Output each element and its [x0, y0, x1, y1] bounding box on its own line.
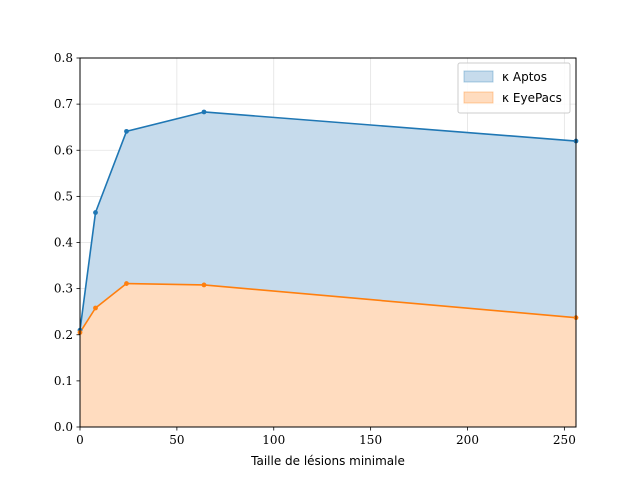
series-0-point: [201, 109, 207, 115]
y-tick-label: 0.1: [54, 374, 73, 388]
series-1-area: [80, 283, 576, 427]
y-tick-label: 0.7: [54, 97, 73, 111]
y-tick-label: 0.4: [54, 236, 73, 250]
y-tick-label: 0.6: [54, 143, 73, 157]
y-tick-label: 0.5: [54, 189, 73, 203]
x-tick-label: 0: [76, 433, 84, 447]
y-tick-label: 0.8: [54, 51, 73, 65]
y-tick-label: 0.0: [54, 420, 73, 434]
x-tick-label: 150: [359, 433, 382, 447]
series-0-point: [124, 128, 129, 134]
series-1-point: [93, 305, 98, 311]
area-fills: [80, 111, 576, 427]
legend: κ Aptos κ EyePacs: [457, 62, 571, 114]
x-tick-label: 250: [553, 433, 576, 447]
legend-swatch: [463, 91, 494, 104]
series-1-point: [124, 281, 129, 286]
x-axis-label: Taille de lésions minimale: [250, 454, 405, 468]
x-tick-label: 50: [169, 433, 184, 447]
legend-label: κ Aptos: [502, 70, 547, 84]
x-tick-label: 100: [262, 433, 285, 447]
series-1-point: [201, 282, 207, 288]
legend-swatch: [463, 70, 494, 83]
y-tick-label: 0.2: [54, 328, 73, 342]
x-tick-label: 200: [456, 433, 479, 447]
axis-ticks: 0 50 100 150 200 250 0.0 0.1 0.2 0.3 0.4 0.5 0.6 0.7 0…: [54, 51, 576, 447]
series-0-point: [93, 210, 98, 215]
legend-label: κ EyePacs: [502, 91, 562, 105]
y-tick-label: 0.3: [54, 282, 73, 296]
